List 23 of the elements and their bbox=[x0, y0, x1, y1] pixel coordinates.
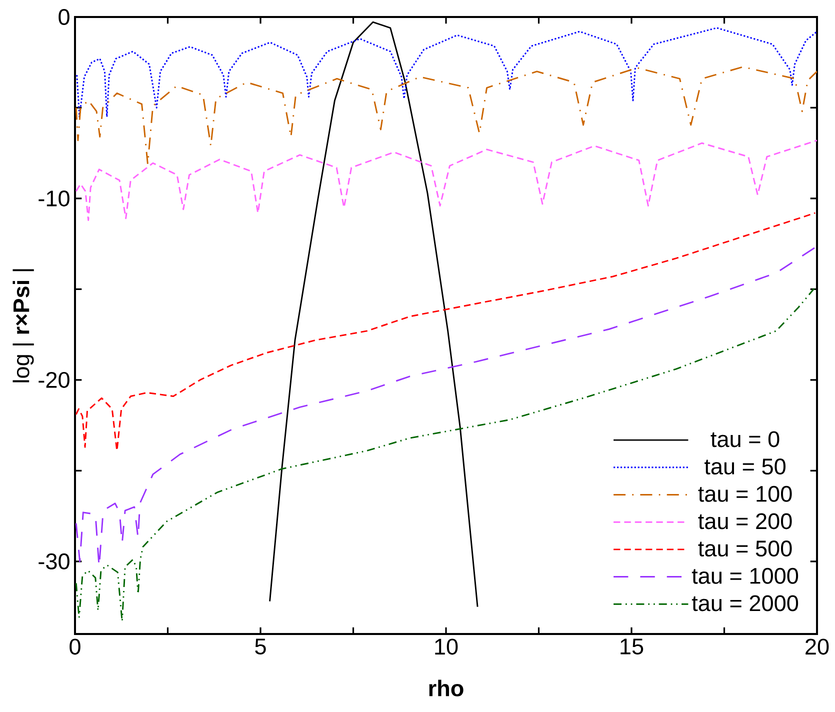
x-tick-label: 15 bbox=[620, 638, 644, 654]
x-tick-label: 20 bbox=[806, 638, 829, 655]
x-tick-label: 5 bbox=[255, 638, 266, 654]
y-axis-title: log | r×Psi | bbox=[12, 269, 34, 382]
y-tick-label: -20 bbox=[38, 372, 70, 388]
y-tick-label: -10 bbox=[38, 190, 70, 206]
legend-label: tau = 100 bbox=[698, 486, 792, 502]
line-series bbox=[76, 27, 818, 118]
x-tick-label: 0 bbox=[70, 638, 80, 655]
legend-label: tau = 2000 bbox=[692, 595, 798, 612]
y-tick-label: 0 bbox=[58, 9, 70, 25]
x-tick-label: 10 bbox=[435, 638, 458, 655]
line-series bbox=[75, 140, 818, 221]
legend-label: tau = 0 bbox=[710, 431, 780, 448]
y-tick-label: -30 bbox=[38, 553, 70, 570]
line-series bbox=[75, 66, 818, 165]
line-series bbox=[269, 21, 478, 608]
legend-label: tau = 200 bbox=[698, 513, 792, 530]
legend-label: tau = 50 bbox=[704, 458, 786, 475]
legend-label: tau = 500 bbox=[698, 540, 792, 557]
x-axis-title: rho bbox=[429, 680, 464, 696]
legend-label: tau = 1000 bbox=[692, 568, 798, 584]
line-series bbox=[75, 212, 816, 452]
